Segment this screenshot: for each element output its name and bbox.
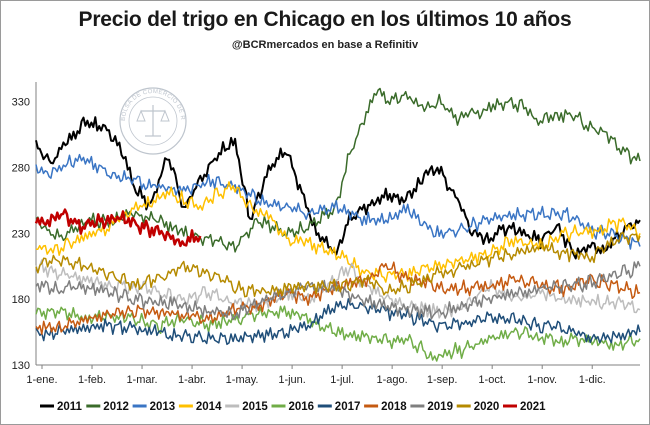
x-tick-label: 1-nov. bbox=[527, 374, 557, 386]
series-lines bbox=[34, 87, 641, 362]
legend-label-2020: 2020 bbox=[474, 401, 500, 413]
x-tick-label: 1-mar. bbox=[126, 374, 157, 386]
x-tick-label: 1-sep. bbox=[427, 374, 458, 386]
legend-label-2019: 2019 bbox=[427, 401, 453, 413]
series-line-2019 bbox=[35, 260, 641, 321]
legend-label-2013: 2013 bbox=[150, 401, 176, 413]
x-tick-label: 1-abr. bbox=[178, 374, 206, 386]
series-line-2021 bbox=[34, 208, 202, 248]
y-tick-label: 180 bbox=[12, 294, 30, 306]
x-tick-label: 1-jun. bbox=[278, 374, 306, 386]
x-tick-label: 1-feb. bbox=[78, 374, 106, 386]
rosario-seal-watermark: BOLSA DE COMERCIO DE ROSARIO bbox=[0, 0, 187, 155]
legend-label-2021: 2021 bbox=[520, 401, 546, 413]
y-tick-label: 230 bbox=[12, 228, 30, 240]
legend-label-2018: 2018 bbox=[381, 401, 407, 413]
y-tick-label: 280 bbox=[12, 163, 30, 175]
legend-label-2017: 2017 bbox=[335, 401, 361, 413]
x-tick-label: 1-ago. bbox=[377, 374, 408, 386]
x-tick-label: 1-ene. bbox=[26, 374, 57, 386]
legend: 2011 2012 2013 2014 2015 2016 2017 2018 2019 2020… bbox=[40, 401, 546, 413]
series-line-2018 bbox=[35, 261, 641, 335]
series-line-2011 bbox=[35, 116, 641, 260]
x-tick-label: 1-jul. bbox=[330, 374, 354, 386]
chart-subtitle: @BCRmercados en base a Refinitiv bbox=[231, 39, 419, 51]
y-tick-label: 330 bbox=[12, 97, 30, 109]
chart-title: Precio del trigo en Chicago en los últim… bbox=[78, 8, 572, 31]
y-tick-label: 130 bbox=[12, 360, 30, 372]
series-line-2013 bbox=[35, 153, 641, 250]
series-line-2014 bbox=[36, 181, 641, 283]
series-line-2020 bbox=[35, 231, 641, 298]
x-tick-label: 1-may. bbox=[226, 374, 259, 386]
x-tick-label: 1-dic. bbox=[579, 374, 606, 386]
series-line-2017 bbox=[35, 298, 641, 346]
x-tick-label: 1-oct. bbox=[478, 374, 506, 386]
axes: 130 180 230 280 330 1-ene. 1-feb. 1-mar. 1-abr. 1… bbox=[12, 82, 640, 386]
legend-label-2012: 2012 bbox=[103, 401, 129, 413]
legend-label-2011: 2011 bbox=[57, 401, 83, 413]
legend-label-2014: 2014 bbox=[196, 401, 222, 413]
legend-label-2016: 2016 bbox=[289, 401, 315, 413]
series-line-2016 bbox=[35, 305, 641, 362]
legend-label-2015: 2015 bbox=[242, 401, 268, 413]
series-line-2015 bbox=[35, 259, 641, 319]
